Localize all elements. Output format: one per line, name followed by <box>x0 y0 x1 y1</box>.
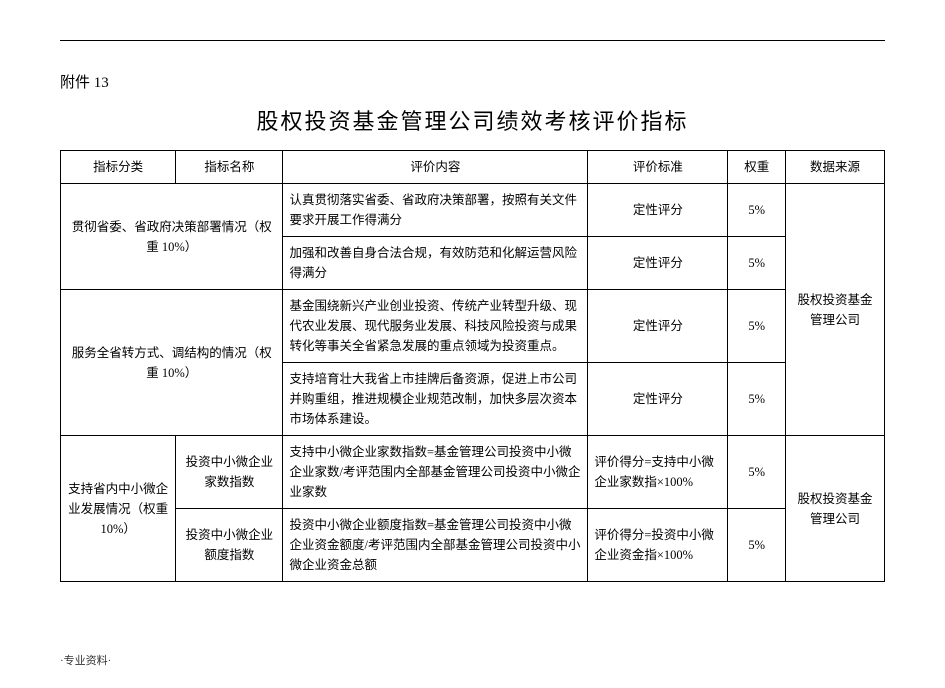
indicator-table: 指标分类 指标名称 评价内容 评价标准 权重 数据来源 贯彻省委、省政府决策部署… <box>60 150 885 582</box>
cell-category-2: 服务全省转方式、调结构的情况（权重 10%） <box>61 290 283 436</box>
cell-category-1: 贯彻省委、省政府决策部署情况（权重 10%） <box>61 184 283 290</box>
table-row: 投资中小微企业额度指数 投资中小微企业额度指数=基金管理公司投资中小微企业资金额… <box>61 509 885 582</box>
cell-indicator-name: 投资中小微企业家数指数 <box>176 436 283 509</box>
table-row: 贯彻省委、省政府决策部署情况（权重 10%） 认真贯彻落实省委、省政府决策部署，… <box>61 184 885 237</box>
cell-weight: 5% <box>728 237 786 290</box>
cell-standard: 评价得分=支持中小微企业家数指×100% <box>588 436 728 509</box>
cell-standard: 定性评分 <box>588 237 728 290</box>
cell-evalcontent: 基金围绕新兴产业创业投资、传统产业转型升级、现代农业发展、现代服务业发展、科技风… <box>283 290 588 363</box>
col-header-source: 数据来源 <box>786 151 885 184</box>
col-header-standard: 评价标准 <box>588 151 728 184</box>
cell-source-1: 股权投资基金管理公司 <box>786 184 885 436</box>
top-rule <box>60 40 885 41</box>
cell-weight: 5% <box>728 436 786 509</box>
table-header-row: 指标分类 指标名称 评价内容 评价标准 权重 数据来源 <box>61 151 885 184</box>
col-header-weight: 权重 <box>728 151 786 184</box>
cell-standard: 评价得分=投资中小微企业资金指×100% <box>588 509 728 582</box>
page-footer: ·专业资料· <box>60 652 885 668</box>
document-title: 股权投资基金管理公司绩效考核评价指标 <box>60 104 885 136</box>
cell-evalcontent: 加强和改善自身合法合规，有效防范和化解运营风险得满分 <box>283 237 588 290</box>
cell-standard: 定性评分 <box>588 290 728 363</box>
col-header-name: 指标名称 <box>176 151 283 184</box>
cell-standard: 定性评分 <box>588 363 728 436</box>
cell-evalcontent: 支持培育壮大我省上市挂牌后备资源，促进上市公司并购重组，推进规模企业规范改制，加… <box>283 363 588 436</box>
cell-weight: 5% <box>728 509 786 582</box>
cell-indicator-name: 投资中小微企业额度指数 <box>176 509 283 582</box>
table-row: 服务全省转方式、调结构的情况（权重 10%） 基金围绕新兴产业创业投资、传统产业… <box>61 290 885 363</box>
col-header-eval: 评价内容 <box>283 151 588 184</box>
table-row: 支持省内中小微企业发展情况（权重 10%） 投资中小微企业家数指数 支持中小微企… <box>61 436 885 509</box>
col-header-category: 指标分类 <box>61 151 176 184</box>
cell-weight: 5% <box>728 290 786 363</box>
cell-weight: 5% <box>728 363 786 436</box>
cell-standard: 定性评分 <box>588 184 728 237</box>
attachment-label: 附件 13 <box>60 71 885 92</box>
cell-source-2: 股权投资基金管理公司 <box>786 436 885 582</box>
cell-evalcontent: 支持中小微企业家数指数=基金管理公司投资中小微企业家数/考评范围内全部基金管理公… <box>283 436 588 509</box>
cell-evalcontent: 投资中小微企业额度指数=基金管理公司投资中小微企业资金额度/考评范围内全部基金管… <box>283 509 588 582</box>
cell-evalcontent: 认真贯彻落实省委、省政府决策部署，按照有关文件要求开展工作得满分 <box>283 184 588 237</box>
cell-weight: 5% <box>728 184 786 237</box>
cell-category-3: 支持省内中小微企业发展情况（权重 10%） <box>61 436 176 582</box>
